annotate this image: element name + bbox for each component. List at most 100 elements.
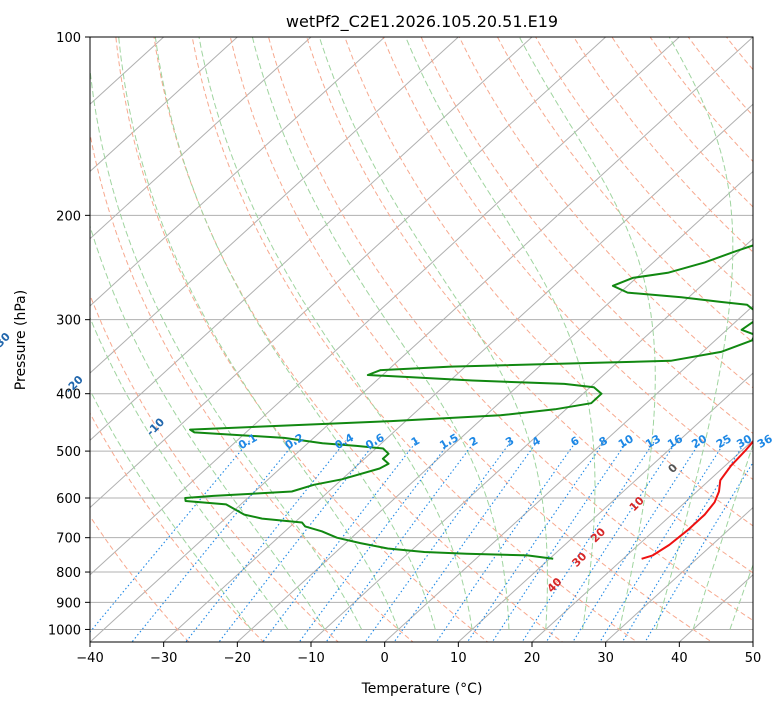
y-tick-label: 100 <box>56 31 81 46</box>
isotherm-gridline <box>90 37 239 173</box>
dry-adiabat-line <box>535 37 753 298</box>
mixing-ratio-line <box>393 440 539 642</box>
isotherm-gridline <box>90 37 753 642</box>
x-axis: −40 −30 −20 −10 0 10 20 30 40 50 <box>76 642 761 666</box>
dry-adiabat-line <box>649 37 753 163</box>
x-tick-label: 50 <box>745 651 762 666</box>
x-tick-label: −20 <box>224 651 251 666</box>
mixing-ratio-line <box>218 440 378 642</box>
mixing-ratio-label: 0.4 <box>333 431 357 452</box>
mixing-ratio-line <box>521 440 656 642</box>
moist-adiabat-line <box>655 37 734 630</box>
dewpoint-line <box>184 244 753 560</box>
grid-layer <box>90 37 753 642</box>
y-tick-label: 600 <box>56 492 81 507</box>
x-tick-label: 10 <box>450 651 467 666</box>
mixing-ratio-line <box>364 440 512 642</box>
mixing-ratio-line <box>572 440 702 642</box>
temperature-line <box>641 440 753 560</box>
mixing-ratio-label: 13 <box>643 432 663 451</box>
moist-adiabat-line <box>518 37 656 630</box>
y-tick-label: 500 <box>56 445 81 460</box>
mixing-ratio-label: 3 <box>503 434 516 449</box>
dry-adiabat-line <box>115 37 489 642</box>
mixing-ratio-label: 1 <box>409 434 422 449</box>
mixing-ratio-line <box>298 440 452 642</box>
mixing-ratio-line <box>466 440 606 642</box>
isotherm-gridline <box>90 37 681 576</box>
dry-adiabat-line <box>229 37 713 642</box>
moist-adiabat-line <box>90 389 252 630</box>
isotherm-gridline <box>457 372 753 642</box>
mixing-ratio-line <box>545 440 678 642</box>
mixing-ratio-line <box>599 440 727 642</box>
chart-title: wetPf2_C2E1.2026.105.20.51.E19 <box>286 12 558 32</box>
dry-adiabat-line <box>267 37 753 622</box>
moist-adiabat-label: 0 <box>666 461 681 476</box>
x-tick-label: 30 <box>597 651 614 666</box>
dry-adiabat-label: -30 <box>0 330 13 353</box>
mixing-ratio-line <box>644 461 753 642</box>
mixing-ratio-label: 0.2 <box>283 431 306 452</box>
isotherm-gridline <box>90 37 165 105</box>
isotherm-gridline <box>604 506 753 642</box>
x-axis-label: Temperature (°C) <box>361 681 483 697</box>
x-tick-label: 20 <box>524 651 541 666</box>
dry-adiabat-line <box>344 37 753 527</box>
dry-adiabat-line <box>153 37 564 642</box>
moist-adiabat-line <box>90 224 326 630</box>
dry-adiabat-line <box>496 37 753 344</box>
dry-adiabat-line <box>90 131 414 642</box>
isotherm-gridline <box>90 37 312 240</box>
dry-adiabat-line <box>420 37 753 435</box>
x-tick-label: 0 <box>381 651 389 666</box>
mixing-ratio-line <box>131 440 297 642</box>
isotherm-gridline <box>90 37 386 307</box>
dry-adiabat-line <box>90 412 265 642</box>
mixing-ratio-label: 1.5 <box>437 431 460 452</box>
plot-frame <box>89 36 754 643</box>
dry-adiabat-line <box>458 37 753 389</box>
moist-adiabat-line <box>90 316 289 630</box>
mixing-ratio-line <box>491 440 629 642</box>
isotherm-gridline <box>383 305 753 642</box>
mixing-ratio-line <box>262 440 418 642</box>
moist-adiabat-label: 10 <box>627 494 647 514</box>
x-tick-label: −10 <box>297 651 324 666</box>
y-tick-label: 300 <box>56 314 81 329</box>
mixing-ratio-label: 2 <box>467 434 480 449</box>
reference-lines <box>90 27 775 654</box>
moist-adiabat-line <box>318 37 548 630</box>
isotherm-gridline <box>90 37 607 509</box>
isotherm-gridline <box>678 574 753 642</box>
moist-adiabat-line <box>154 37 436 630</box>
mixing-ratio-label: 6 <box>568 434 581 449</box>
isotherm-gridline <box>310 237 753 642</box>
mixing-ratio-label: 36 <box>755 432 775 451</box>
mixing-ratio-label: 4 <box>530 434 543 449</box>
y-tick-label: 800 <box>56 566 81 581</box>
dry-adiabat-line <box>191 37 638 642</box>
mixing-ratio-label: 16 <box>665 432 685 451</box>
profile-lines <box>184 244 753 560</box>
y-tick-label: 700 <box>56 532 81 547</box>
dry-adiabat-line <box>382 37 753 481</box>
x-tick-label: −30 <box>150 651 177 666</box>
mixing-ratio-line <box>185 440 347 642</box>
moist-adiabat-label: 30 <box>569 549 589 569</box>
y-axis: 1000 900 800 700 600 500 400 300 200 100 <box>48 31 90 638</box>
dry-adiabat-line <box>573 37 753 253</box>
mixing-ratio-line <box>90 440 251 633</box>
y-tick-label: 1000 <box>48 623 81 638</box>
dry-adiabat-line <box>90 293 339 642</box>
moist-adiabat-label: 20 <box>588 525 608 545</box>
isotherm-gridline <box>90 37 460 374</box>
mixing-ratio-label: 25 <box>714 432 734 451</box>
moist-adiabat-line <box>90 65 363 630</box>
isotherm-gridline <box>162 103 753 642</box>
dry-adiabat-line <box>756 27 775 654</box>
moist-adiabat-line <box>118 37 399 630</box>
mixing-ratio-label: 10 <box>616 432 636 451</box>
dry-adiabat-line <box>306 37 753 574</box>
